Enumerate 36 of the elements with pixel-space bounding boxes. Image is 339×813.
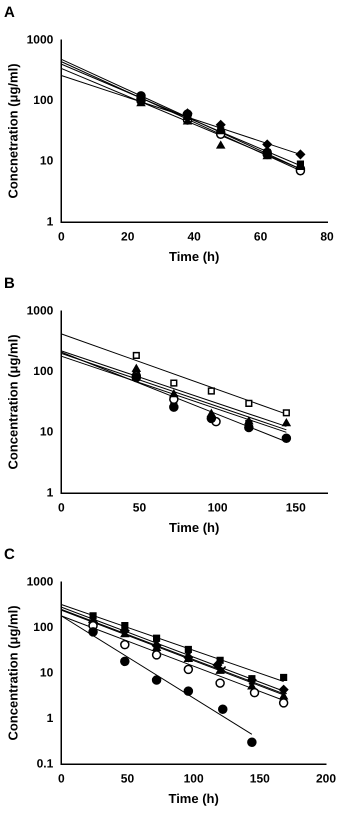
x-tick-label: 80 <box>320 230 334 244</box>
y-tick-label: 10 <box>40 665 54 680</box>
x-tick-label: 150 <box>286 500 306 515</box>
chart-title: C <box>4 546 15 564</box>
y-tick-label: 1 <box>46 485 54 500</box>
x-tick-label: 20 <box>121 230 135 244</box>
y-tick-label: 100 <box>33 92 54 107</box>
x-tick-label: 50 <box>132 500 146 515</box>
x-tick-label: 100 <box>184 772 204 786</box>
y-axis-title: Concentration (μg/ml) <box>5 605 20 741</box>
y-axis-title: Concnetration (μg/ml) <box>5 63 20 199</box>
y-tick-label: 10 <box>40 424 54 439</box>
chart-title: B <box>4 275 15 292</box>
x-tick-label: 200 <box>316 772 336 786</box>
x-tick-label: 100 <box>208 500 228 515</box>
x-axis-title: Time (h) <box>168 520 220 535</box>
y-tick-label: 1000 <box>26 32 54 46</box>
y-tick-label: 1000 <box>26 574 54 588</box>
y-tick-label: 0.1 <box>36 756 54 770</box>
x-tick-label: 40 <box>187 230 202 244</box>
y-tick-label: 1 <box>46 214 54 228</box>
x-tick-label: 60 <box>254 230 268 244</box>
y-axis-title: Concentration (μg/ml) <box>5 334 20 470</box>
y-tick-label: 10 <box>40 154 54 168</box>
x-tick-label: 150 <box>250 772 270 786</box>
x-axis-title: Time (h) <box>168 248 220 264</box>
x-tick-label: 0 <box>58 230 65 244</box>
chart-title: A <box>4 4 15 22</box>
x-tick-label: 50 <box>120 772 134 786</box>
y-tick-label: 1000 <box>26 303 54 318</box>
y-tick-label: 1 <box>46 710 54 725</box>
y-tick-label: 100 <box>33 364 54 378</box>
x-tick-label: 0 <box>58 500 65 515</box>
x-axis-title: Time (h) <box>168 790 219 806</box>
x-tick-label: 0 <box>58 772 65 786</box>
y-tick-label: 100 <box>33 620 54 634</box>
